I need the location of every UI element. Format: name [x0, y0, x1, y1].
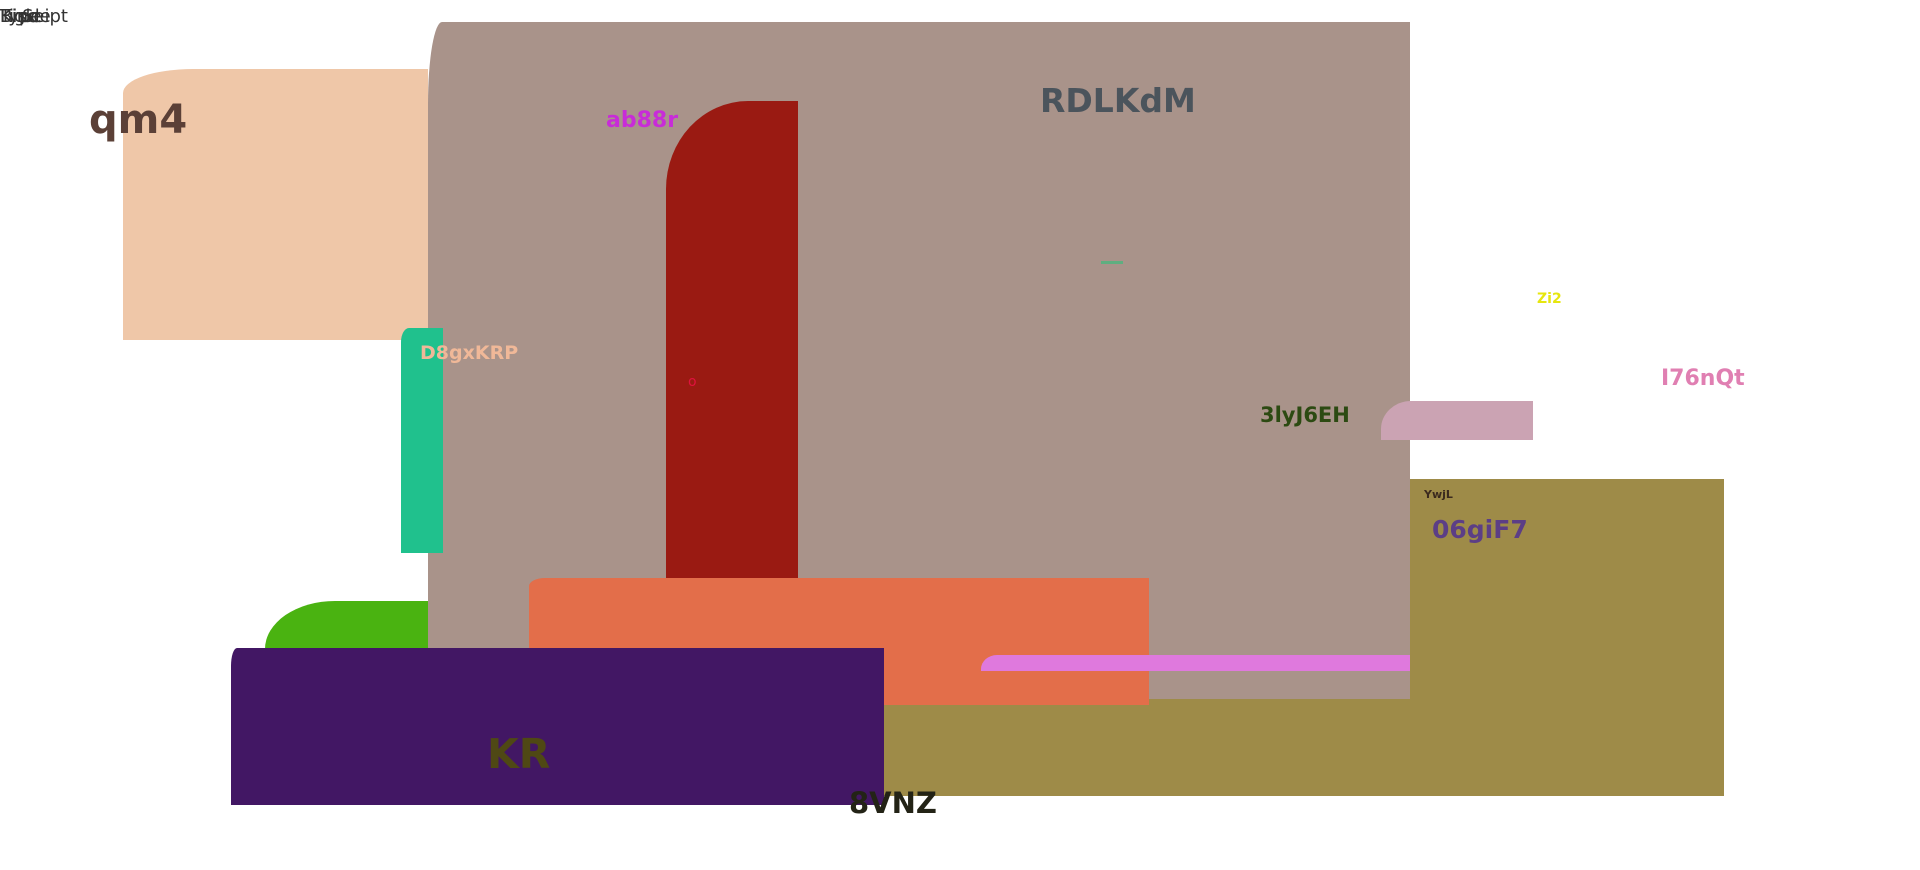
- label-Zi2: Zi2: [1537, 291, 1562, 307]
- label-YwjL: YwjL: [1424, 488, 1453, 501]
- overlap-text-3: Type: [0, 6, 42, 27]
- label-o: o: [688, 374, 697, 390]
- indigo-block: [231, 648, 884, 805]
- teal-bar: [401, 328, 443, 553]
- label-I76nQt: I76nQt: [1661, 366, 1745, 391]
- label-3lyJ6EH: 3lyJ6EH: [1260, 403, 1350, 427]
- label-RDLKdM: RDLKdM: [1040, 81, 1196, 120]
- label-ab88r: ab88r: [606, 108, 679, 133]
- label-KR: KR: [487, 730, 551, 778]
- peach-block: [123, 69, 428, 340]
- overlap-text-4: Figle: [0, 6, 42, 27]
- light-pink-block: [1381, 401, 1533, 440]
- overlap-text-1: Kinde: [0, 6, 51, 27]
- overlap-text-5: Bisc: [0, 6, 37, 27]
- top-left-overlap-text: Kinde Seipt Type Figle Bisc: [0, 8, 90, 26]
- overlap-text-2: Seipt: [22, 6, 68, 27]
- label-06giF7: 06giF7: [1432, 515, 1528, 544]
- green-dash: [1101, 261, 1123, 264]
- magenta-bar: [981, 655, 1410, 671]
- crimson-block: [666, 101, 798, 578]
- label-8VNZ: 8VNZ: [849, 786, 937, 820]
- green-block: [265, 601, 428, 649]
- label-qm4: qm4: [89, 97, 188, 143]
- label-D8gxKRP: D8gxKRP: [420, 342, 519, 364]
